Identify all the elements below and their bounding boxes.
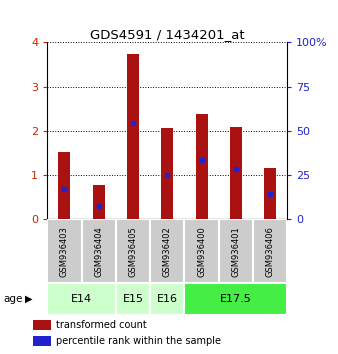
Bar	[196, 114, 208, 219]
Text: age: age	[3, 294, 23, 304]
Bar	[47, 219, 81, 283]
Text: GSM936402: GSM936402	[163, 226, 172, 277]
Bar	[33, 320, 51, 330]
Title: GDS4591 / 1434201_at: GDS4591 / 1434201_at	[90, 28, 245, 41]
Bar	[127, 55, 139, 219]
Text: GSM936403: GSM936403	[60, 226, 69, 277]
Text: E17.5: E17.5	[220, 294, 252, 304]
Text: GSM936405: GSM936405	[128, 226, 138, 277]
Bar	[185, 219, 219, 283]
Bar	[185, 283, 287, 315]
Text: GSM936406: GSM936406	[266, 226, 275, 277]
Bar	[219, 219, 253, 283]
Text: ▶: ▶	[25, 294, 33, 304]
Bar	[253, 219, 287, 283]
Bar	[161, 128, 173, 219]
Text: E15: E15	[123, 294, 144, 304]
Bar	[93, 185, 105, 219]
Text: GSM936400: GSM936400	[197, 226, 206, 277]
Bar	[33, 336, 51, 346]
Text: transformed count: transformed count	[56, 320, 147, 330]
Text: E16: E16	[157, 294, 178, 304]
Bar	[230, 127, 242, 219]
Bar	[116, 219, 150, 283]
Text: GSM936401: GSM936401	[232, 226, 240, 277]
Bar	[150, 219, 185, 283]
Bar	[81, 219, 116, 283]
Bar	[116, 283, 150, 315]
Text: E14: E14	[71, 294, 92, 304]
Bar	[58, 152, 70, 219]
Bar	[150, 283, 185, 315]
Text: GSM936404: GSM936404	[94, 226, 103, 277]
Bar	[264, 168, 276, 219]
Bar	[47, 283, 116, 315]
Text: percentile rank within the sample: percentile rank within the sample	[56, 336, 221, 346]
